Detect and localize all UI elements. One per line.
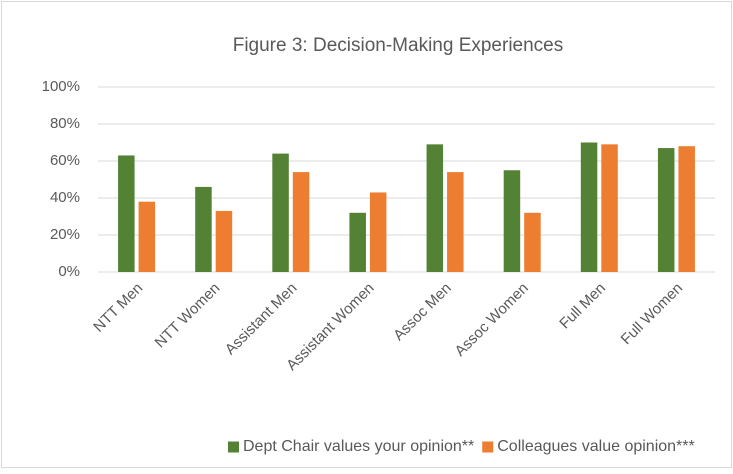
y-tick-label: 40% xyxy=(50,189,80,206)
chart-title: Figure 3: Decision-Making Experiences xyxy=(233,35,564,56)
bar xyxy=(292,172,310,272)
y-tick-label: 60% xyxy=(50,152,80,169)
legend-swatch xyxy=(482,441,494,453)
y-tick-label: 0% xyxy=(58,263,80,280)
bar xyxy=(657,148,675,272)
legend-label: Dept Chair values your opinion** xyxy=(243,438,474,455)
bar xyxy=(118,155,135,272)
legend-label: Colleagues value opinion*** xyxy=(497,438,694,455)
bar xyxy=(369,192,387,272)
bar xyxy=(601,144,618,272)
bar xyxy=(349,212,366,272)
bar xyxy=(426,144,444,272)
y-tick-label: 100% xyxy=(42,78,80,95)
bar xyxy=(215,210,233,272)
legend-swatch xyxy=(228,441,239,453)
bar xyxy=(678,146,695,272)
bar xyxy=(580,142,598,272)
bar xyxy=(524,212,541,272)
y-tick-label: 20% xyxy=(50,226,80,243)
bar xyxy=(272,153,289,272)
bar xyxy=(138,201,156,272)
bar xyxy=(447,172,464,272)
y-tick-label: 80% xyxy=(50,115,80,132)
bar xyxy=(503,170,521,272)
bar xyxy=(195,186,212,272)
